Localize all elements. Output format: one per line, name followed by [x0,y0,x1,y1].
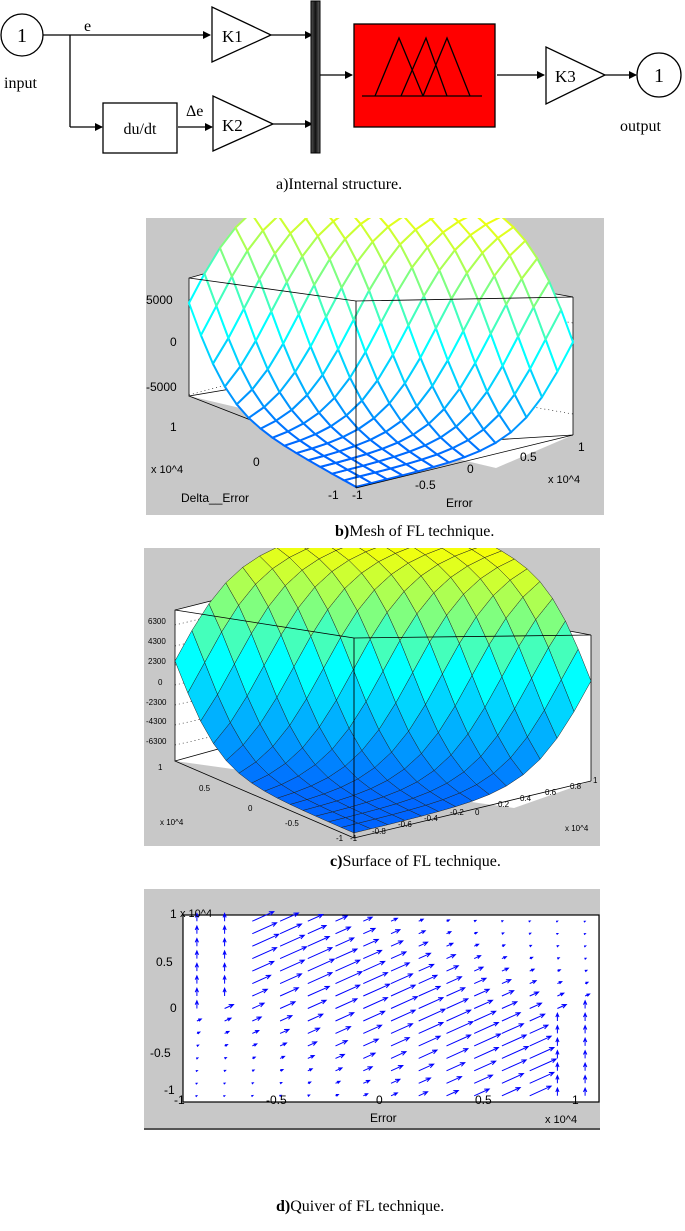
mux-block [310,0,321,154]
x-tick: 0.5 [475,1093,492,1107]
z-tick: -2300 [146,698,167,707]
x-tick: 0.5 [520,450,537,464]
quiver-arrows [194,911,591,1098]
x-tick: -1 [174,1093,185,1107]
x-tick: -0.2 [450,808,464,817]
signal-de-label: Δe [186,103,203,120]
gain-k3: K3 [545,45,607,106]
caption-b: b)Mesh of FL technique. [335,523,495,540]
x-tick: -1 [350,834,358,843]
y-tick: 1 [170,907,177,921]
x-tick: 0 [376,1093,383,1107]
x-axis-label: Error [370,1111,397,1125]
z-tick: 0 [170,335,177,349]
y-axis-label: Delta__Error [181,491,250,505]
y-tick: 0 [253,455,260,469]
y-tick: -1 [328,488,339,502]
y-tick: -0.5 [285,819,299,828]
z-tick: 0 [158,678,163,687]
y-tick: 1 [158,763,163,772]
y-tick: 1 [170,420,177,434]
x-tick: -1 [352,488,363,502]
derivative-block: du/dt [102,102,178,154]
svg-text:K1: K1 [222,27,243,46]
input-port: 1 [0,13,44,57]
x-exponent: x 10^4 [548,474,581,486]
x-tick: 0.4 [520,794,532,803]
quiver-chart [182,911,600,1103]
mesh-chart [187,218,575,489]
z-tick: -4300 [146,717,167,726]
y-exponent: x 10^4 [151,464,184,476]
x-tick: 0.6 [545,788,557,797]
x-tick: 1 [578,440,585,454]
z-tick: 6300 [148,617,166,626]
gain-k1: K1 [211,5,273,64]
surface-chart [174,548,592,839]
svg-text:K2: K2 [222,116,243,135]
x-tick: 1 [593,776,598,785]
caption-d: d)Quiver of FL technique. [276,1198,445,1215]
x-tick: -0.8 [372,827,386,836]
x-exponent: x 10^4 [545,1114,578,1126]
x-tick: -0.5 [415,478,436,492]
block-diagram: 1 input e du/dt Δe K1 K2 K3 1 [0,0,682,154]
y-tick: -1 [164,1083,175,1097]
x-tick: 0 [475,808,480,817]
y-tick: -1 [336,834,344,843]
svg-text:K3: K3 [555,67,576,86]
x-exponent: x 10^4 [565,824,589,833]
gain-k2: K2 [212,94,275,153]
mesh-surface [187,218,575,488]
y-tick: 0 [248,804,253,813]
x-tick: 1 [572,1093,579,1107]
surface-patches [174,548,592,834]
svg-text:1: 1 [654,65,664,87]
svg-text:1: 1 [17,25,27,47]
x-tick: 0.2 [498,800,510,809]
x-tick: -0.6 [398,820,412,829]
fuzzy-logic-controller-block [353,23,496,128]
svg-text:du/dt: du/dt [124,121,157,138]
x-tick: 0 [467,462,474,476]
signal-e-label: e [84,18,91,35]
x-axis-label: Error [446,496,473,510]
y-exponent: x 10^4 [180,908,213,920]
y-exponent: x 10^4 [160,818,184,827]
z-tick: 4300 [148,637,166,646]
x-tick: -0.4 [424,814,438,823]
x-tick: -0.5 [266,1093,287,1107]
z-tick: 2300 [148,657,166,666]
z-tick: -6300 [146,737,167,746]
output-label: output [620,118,661,135]
z-tick: -5000 [146,380,177,394]
y-tick: -0.5 [150,1046,171,1060]
caption-c: c)Surface of FL technique. [330,853,501,870]
y-tick: 0.5 [199,784,211,793]
input-label: input [4,75,37,92]
y-tick: 0.5 [156,955,173,969]
caption-a: a)Internal structure. [276,176,403,193]
x-tick: 0.8 [570,782,582,791]
z-tick: 5000 [146,293,173,307]
output-port: 1 [636,52,682,98]
y-tick: 0 [170,1001,177,1015]
